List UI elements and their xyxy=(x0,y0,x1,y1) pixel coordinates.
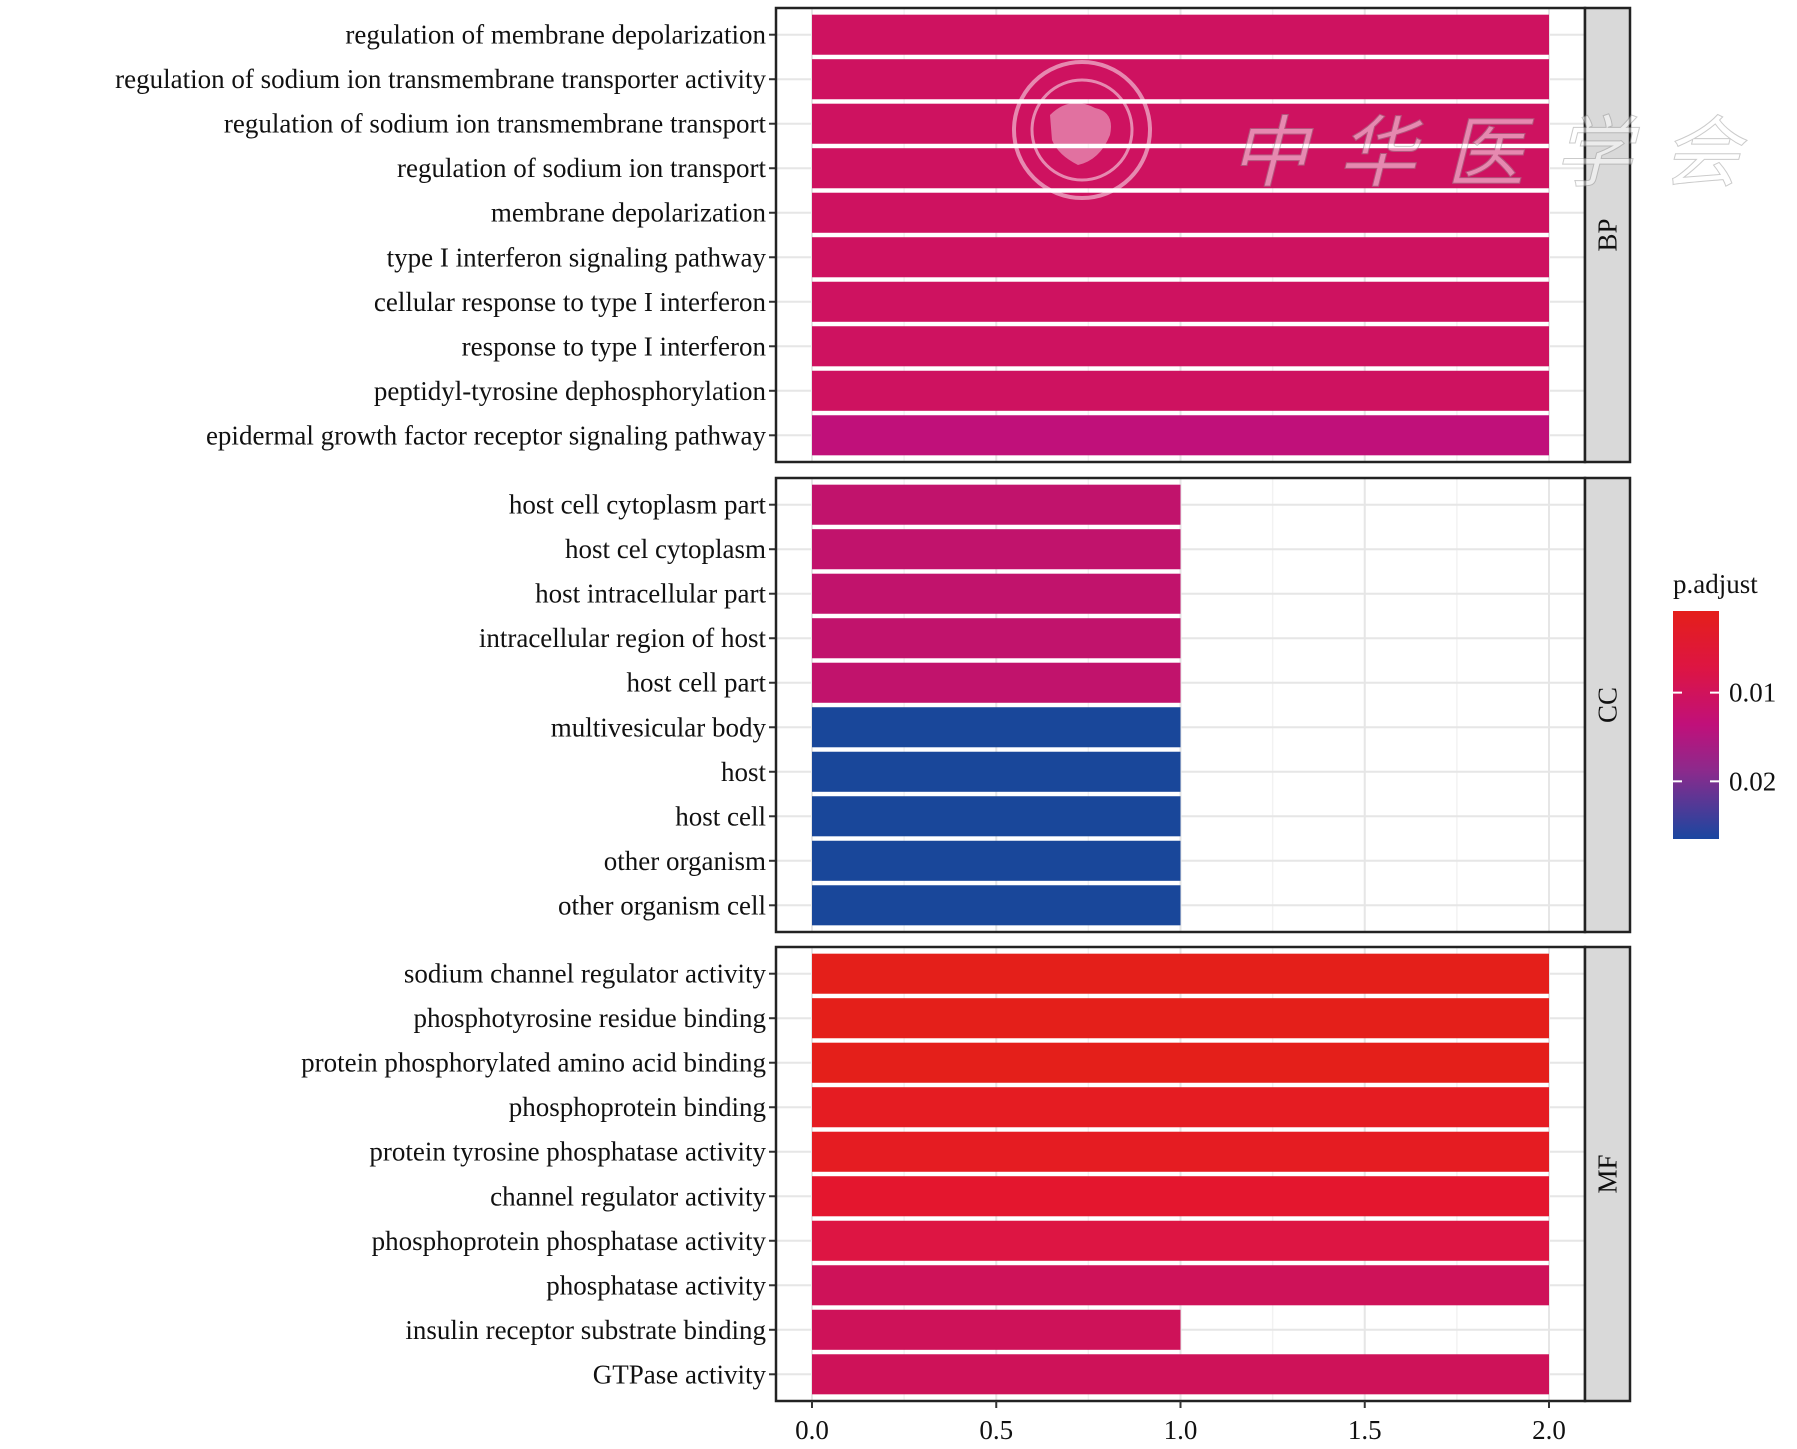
y-tick-label: peptidyl-tyrosine dephosphorylation xyxy=(374,376,767,406)
y-tick-label: host cell cytoplasm part xyxy=(509,490,767,520)
y-tick-label: intracellular region of host xyxy=(479,623,767,653)
facet-strip-label: CC xyxy=(1593,687,1623,723)
bar xyxy=(812,326,1549,367)
y-tick-label: multivesicular body xyxy=(551,712,767,742)
facet-strip-label: MF xyxy=(1593,1154,1623,1193)
bar xyxy=(812,662,1181,703)
y-tick-label: type I interferon signaling pathway xyxy=(387,242,767,272)
bar xyxy=(812,796,1181,837)
y-tick-label: other organism cell xyxy=(558,890,766,920)
seal-icon xyxy=(1012,60,1152,200)
facet-strip xyxy=(1583,476,1632,934)
y-tick-label: host cel cytoplasm xyxy=(565,534,766,564)
x-tick-label: 1.5 xyxy=(1348,1415,1382,1445)
facet-panel-bp: regulation of membrane depolarization reg… xyxy=(115,6,1632,464)
bar xyxy=(812,751,1181,792)
y-tick-label: host xyxy=(721,757,767,787)
bar xyxy=(812,148,1549,189)
bar xyxy=(812,1042,1549,1083)
y-tick-label: membrane depolarization xyxy=(491,198,767,228)
facet-strip-label: BP xyxy=(1593,218,1623,251)
y-tick-label: GTPase activity xyxy=(593,1359,767,1389)
y-tick-label: host cell xyxy=(675,801,766,831)
bar xyxy=(812,529,1181,570)
facet-strip xyxy=(1583,945,1632,1403)
bar xyxy=(812,885,1181,926)
bar xyxy=(812,14,1549,55)
facet-panels: regulation of membrane depolarization reg… xyxy=(115,6,1632,1403)
y-tick-label: regulation of sodium ion transmembrane t… xyxy=(224,109,767,139)
y-tick-label: response to type I interferon xyxy=(462,331,767,361)
bar xyxy=(812,1220,1549,1261)
bar xyxy=(812,1265,1549,1306)
y-tick-label: insulin receptor substrate binding xyxy=(405,1315,766,1345)
bar xyxy=(812,1131,1549,1172)
y-tick-label: protein phosphorylated amino acid bindin… xyxy=(301,1048,766,1078)
x-tick-label: 2.0 xyxy=(1532,1415,1566,1445)
bar xyxy=(812,103,1549,144)
y-tick-label: regulation of sodium ion transmembrane t… xyxy=(115,64,766,94)
bar xyxy=(812,707,1181,748)
x-axis: 0.0 0.5 1.0 1.5 2.0 xyxy=(795,1401,1566,1445)
y-tick-label: channel regulator activity xyxy=(490,1181,766,1211)
watermark-text: 中华医学会 xyxy=(1230,109,1770,199)
y-tick-label: regulation of membrane depolarization xyxy=(345,20,766,50)
legend-colorbar xyxy=(1673,611,1719,839)
y-tick-label: phosphatase activity xyxy=(546,1270,766,1300)
facet-panel-cc: host cell cytoplasm part host cel cytopla… xyxy=(479,476,1632,934)
x-tick-label: 0.0 xyxy=(795,1415,829,1445)
y-tick-label: host intracellular part xyxy=(535,579,766,609)
bar xyxy=(812,1309,1181,1350)
bar xyxy=(812,415,1549,456)
bar xyxy=(812,59,1549,100)
bar xyxy=(812,1176,1549,1217)
x-tick-label: 0.5 xyxy=(979,1415,1013,1445)
y-tick-label: protein tyrosine phosphatase activity xyxy=(369,1137,766,1167)
bar xyxy=(812,237,1549,278)
color-legend: p.adjust 0.01 0.02 xyxy=(1673,569,1776,839)
facet-strip xyxy=(1583,6,1632,464)
bar xyxy=(812,840,1181,881)
legend-tick-label: 0.01 xyxy=(1729,678,1776,708)
bar xyxy=(812,1354,1549,1395)
watermark: 中华医学会 xyxy=(1012,60,1770,200)
y-tick-label: host cell part xyxy=(627,668,767,698)
bar xyxy=(812,573,1181,614)
facet-panel-mf: sodium channel regulator activity phospho… xyxy=(301,945,1632,1403)
legend-title: p.adjust xyxy=(1673,569,1758,599)
bar xyxy=(812,370,1549,411)
bar xyxy=(812,484,1181,525)
bar xyxy=(812,1087,1549,1128)
bar xyxy=(812,618,1181,659)
bar xyxy=(812,192,1549,233)
y-tick-label: regulation of sodium ion transport xyxy=(397,153,766,183)
y-tick-label: sodium channel regulator activity xyxy=(404,959,767,989)
y-tick-label: cellular response to type I interferon xyxy=(374,287,767,317)
bar xyxy=(812,953,1549,994)
bar xyxy=(812,998,1549,1039)
legend-tick-label: 0.02 xyxy=(1729,766,1776,796)
y-tick-label: epidermal growth factor receptor signali… xyxy=(206,420,767,450)
y-tick-label: phosphoprotein binding xyxy=(509,1092,766,1122)
y-tick-label: other organism xyxy=(604,846,766,876)
y-tick-label: phosphoprotein phosphatase activity xyxy=(372,1226,767,1256)
x-tick-label: 1.0 xyxy=(1164,1415,1198,1445)
y-tick-label: phosphotyrosine residue binding xyxy=(414,1003,766,1033)
bar xyxy=(812,281,1549,322)
